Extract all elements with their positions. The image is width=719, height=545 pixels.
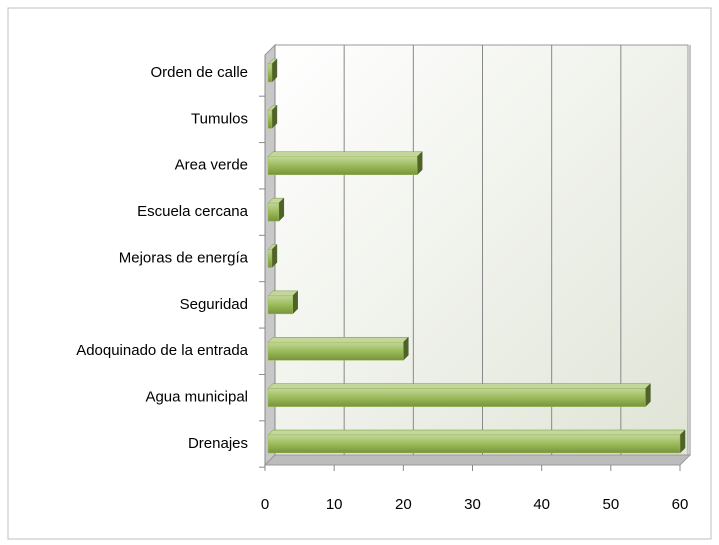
bar-top [267, 151, 423, 157]
bar [267, 156, 418, 175]
x-tick-label: 10 [326, 496, 343, 513]
y-tick-label: Area verde [175, 157, 248, 174]
bar [267, 202, 280, 222]
x-tick-label: 60 [672, 496, 689, 513]
bar-top [267, 383, 652, 389]
x-tick-label: 20 [395, 496, 412, 513]
floor [263, 454, 692, 466]
y-tick-label: Mejoras de energía [119, 249, 249, 266]
bar [267, 110, 273, 129]
x-tick-label: 40 [533, 496, 550, 513]
x-tick-label: 30 [464, 496, 481, 513]
bar [267, 63, 273, 83]
y-tick-label: Orden de calle [150, 64, 248, 81]
y-tick-label: Agua municipal [145, 389, 248, 406]
bar [267, 295, 293, 315]
bar [267, 434, 681, 454]
x-tick-label: 0 [261, 496, 269, 513]
bar [267, 342, 404, 361]
y-tick-label: Escuela cercana [137, 203, 249, 220]
bar [267, 249, 273, 268]
y-tick-label: Tumulos [191, 110, 248, 127]
bar-top [267, 429, 686, 436]
y-tick-label: Drenajes [188, 435, 248, 452]
bar [267, 388, 646, 407]
x-tick-label: 50 [602, 496, 619, 513]
y-tick-label: Adoquinado de la entrada [76, 342, 248, 359]
bar-top [267, 337, 409, 343]
y-tick-label: Seguridad [180, 296, 248, 313]
